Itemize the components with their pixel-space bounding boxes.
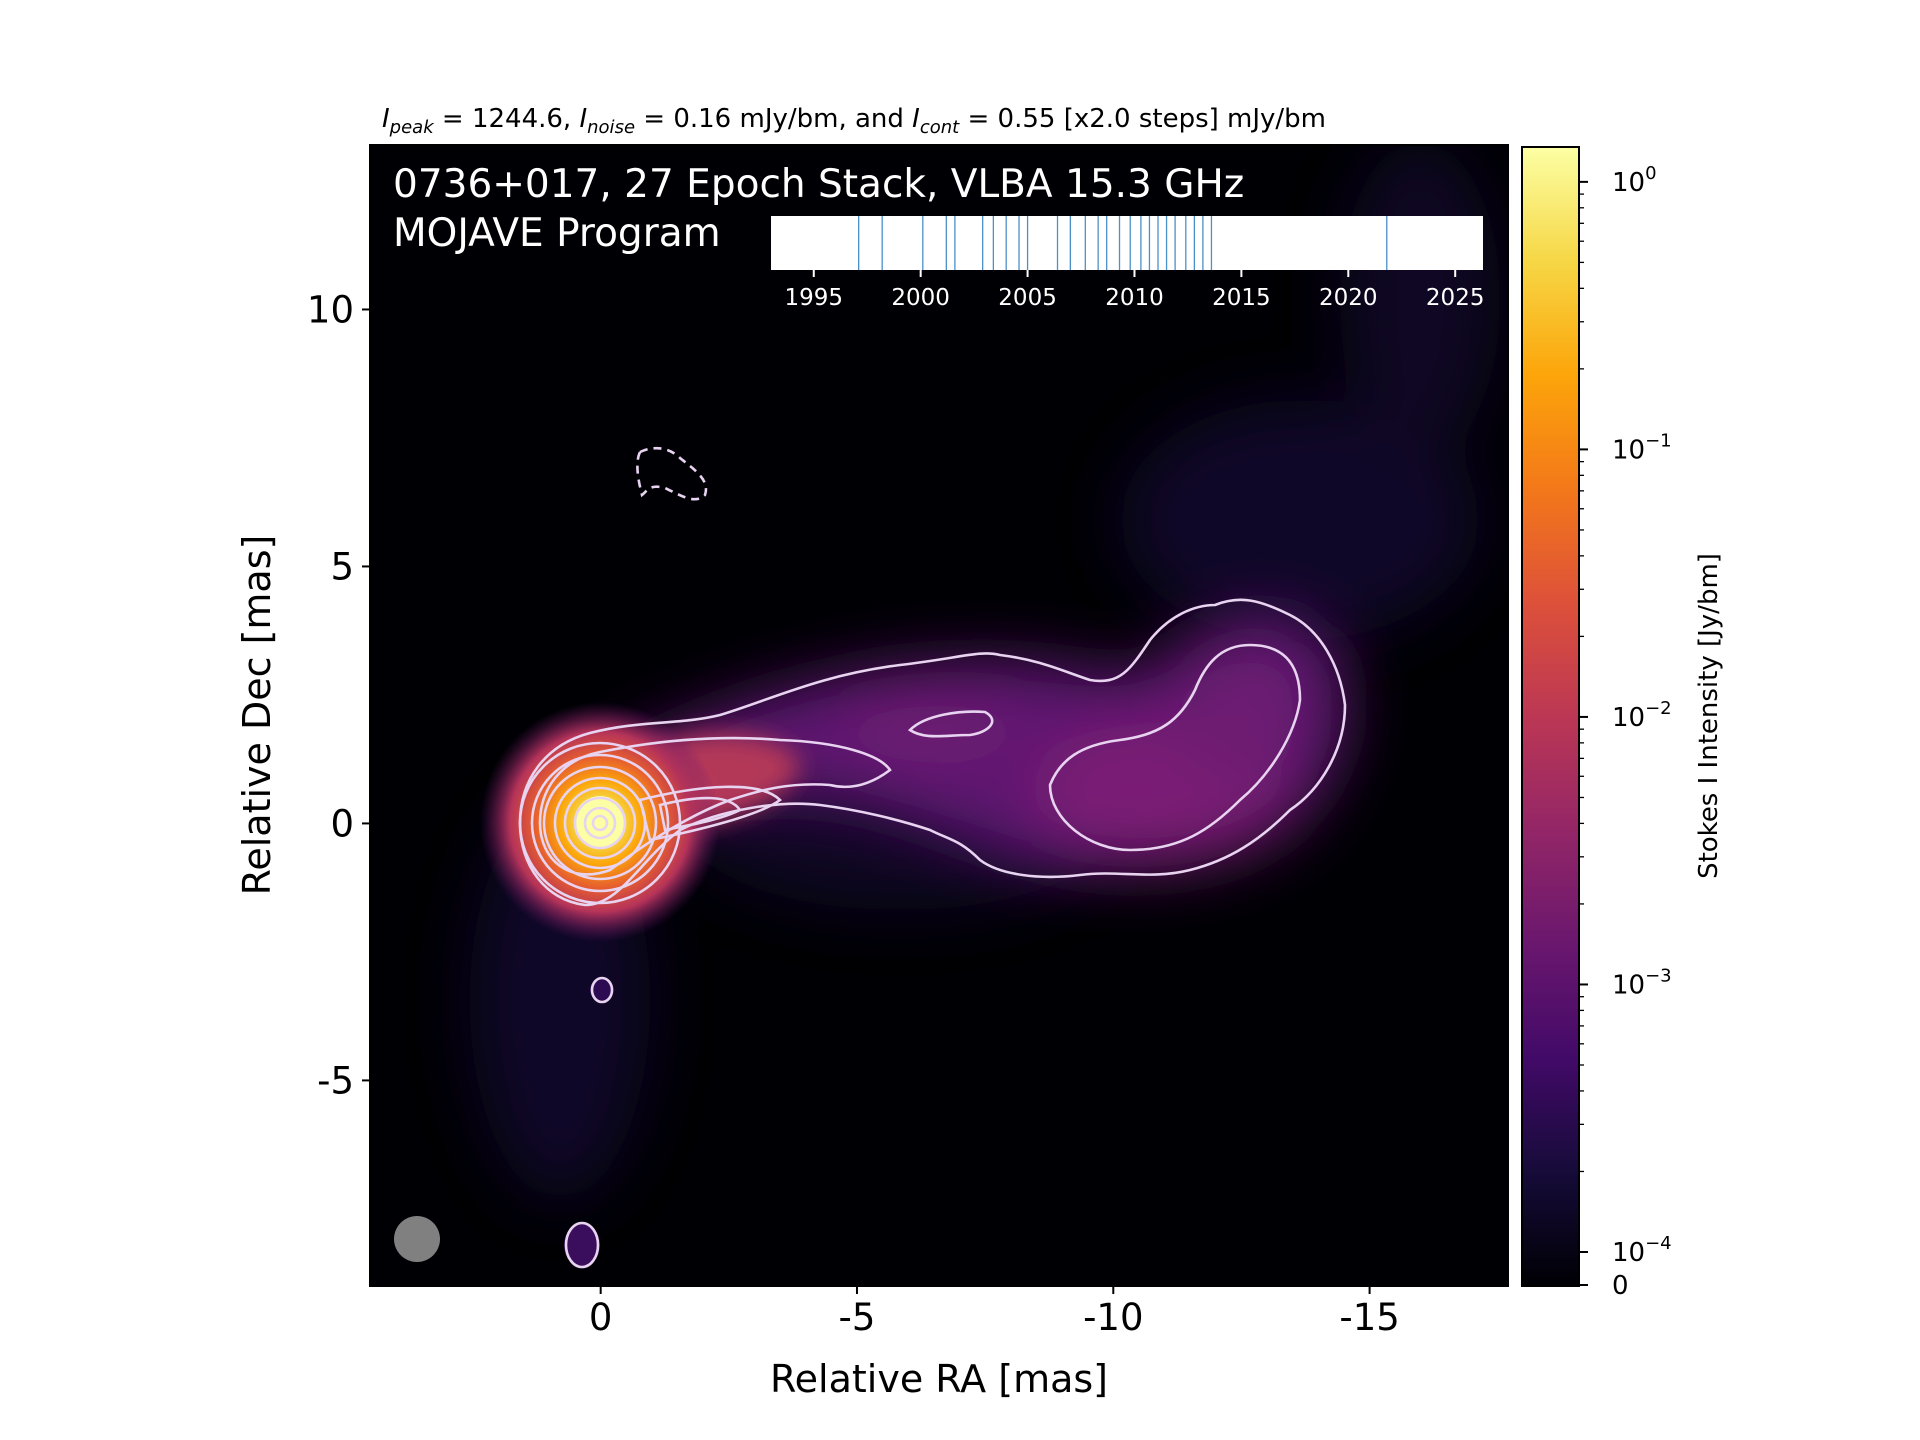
contour-south	[590, 976, 614, 1004]
contours	[518, 446, 1347, 1269]
timeline-tick-label: 2005	[998, 285, 1057, 311]
timeline-tick-label: 2020	[1319, 285, 1378, 311]
epoch-timeline: 1995 2000 2005 2010 2015 2020 2025	[771, 216, 1484, 311]
beam-ellipse	[394, 1216, 440, 1262]
contour-jet-inner	[1048, 643, 1302, 852]
noise-text: = 0.16 mJy/bm, and	[635, 104, 912, 134]
peak-subscript: peak	[389, 117, 436, 138]
colorbar-tick-label: 10−2	[1612, 698, 1672, 733]
x-tick-label: -5	[839, 1296, 876, 1339]
epoch-lines	[858, 216, 1388, 270]
timeline-tick-label: 2025	[1426, 285, 1485, 311]
outer-contour	[518, 598, 1347, 907]
y-tick-label: 0	[330, 802, 354, 845]
timeline-tick-label: 2010	[1105, 285, 1164, 311]
image-panel: 0 -5 -10 -15 -5 0 5 10 Relative RA [mas] Relat…	[235, 144, 1509, 1401]
timeline-box	[771, 216, 1483, 270]
peak-symbol: I	[382, 104, 390, 134]
peak-text: = 1244.6,	[434, 104, 580, 134]
title-line-2: MOJAVE Program	[393, 211, 721, 256]
contour-south-2	[564, 1221, 600, 1269]
colorbar-label: Stokes I Intensity [Jy/bm]	[1694, 553, 1724, 879]
colorbar-gradient	[1521, 146, 1580, 1287]
x-tick-label: -15	[1339, 1296, 1399, 1339]
timeline-ticks: 1995 2000 2005 2010 2015 2020 2025	[784, 270, 1484, 311]
chart-subtitle: Ipeak = 1244.6, Inoise = 0.16 mJy/bm, an…	[382, 104, 1326, 138]
noise-symbol: I	[579, 104, 587, 134]
colorbar-ticks: 100 10−1 10−2 10−3 10−40	[1579, 163, 1672, 1301]
y-tick-label: -5	[317, 1059, 354, 1102]
colorbar-tick-label: 10−4	[1612, 1233, 1672, 1268]
colorbar-zero-label: 0	[1612, 1271, 1629, 1301]
colorbar-tick-label: 100	[1612, 163, 1657, 198]
title-line-1: 0736+017, 27 Epoch Stack, VLBA 15.3 GHz	[393, 162, 1244, 207]
colorbar-tick-label: 10−3	[1612, 965, 1672, 1000]
x-axis: 0 -5 -10 -15	[589, 1286, 1400, 1339]
colorbar: 100 10−1 10−2 10−3 10−40 Stokes I Intensity …	[1521, 146, 1724, 1301]
contour-knot	[907, 710, 994, 738]
x-axis-label: Relative RA [mas]	[770, 1357, 1108, 1401]
cont-symbol: I	[912, 104, 920, 134]
timeline-tick-label: 2015	[1212, 285, 1271, 311]
y-axis-label: Relative Dec [mas]	[235, 535, 279, 896]
x-tick-label: 0	[589, 1296, 613, 1339]
y-axis: -5 0 5 10	[307, 288, 370, 1102]
plot-frame	[369, 144, 1509, 1287]
noise-subscript: noise	[587, 117, 635, 138]
jet-emission	[560, 613, 1348, 872]
y-tick-label: 5	[330, 545, 354, 588]
cont-text: = 0.55 [x2.0 steps] mJy/bm	[959, 104, 1326, 134]
timeline-tick-label: 2000	[891, 285, 950, 311]
y-tick-label: 10	[307, 288, 354, 331]
timeline-tick-label: 1995	[784, 285, 843, 311]
cont-subscript: cont	[920, 117, 960, 138]
colorbar-tick-label: 10−1	[1612, 430, 1672, 465]
x-tick-label: -10	[1083, 1296, 1143, 1339]
